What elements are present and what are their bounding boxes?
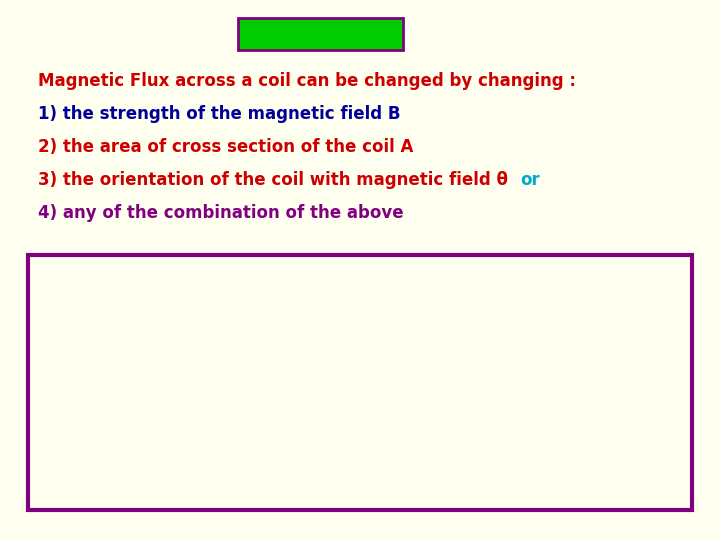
Text: 1 maxwell = 10: 1 maxwell = 10	[58, 368, 196, 383]
Text: ).: ).	[573, 304, 586, 319]
Text: SI unit of magnetic flux is: SI unit of magnetic flux is	[58, 304, 297, 319]
Text: or: or	[160, 432, 179, 447]
Text: or: or	[520, 171, 540, 189]
Text: .: .	[295, 25, 315, 43]
Text: Magnetic flux (associated normally) per unit area is called Magnetic: Magnetic flux (associated normally) per …	[58, 400, 675, 415]
Text: scalar: scalar	[211, 272, 265, 287]
Text: *: *	[38, 336, 46, 351]
Text: *: *	[38, 400, 46, 415]
Text: *: *	[38, 304, 46, 319]
Text: cos: cos	[333, 25, 379, 43]
Text: weber: weber	[270, 304, 326, 319]
Text: 2: 2	[432, 299, 440, 309]
Text: Magnetic flux is a: Magnetic flux is a	[58, 272, 224, 287]
Text: 2: 2	[566, 299, 574, 309]
Text: Strength of Magnetic Field: Strength of Magnetic Field	[181, 432, 436, 447]
Text: 1) the strength of the magnetic field B: 1) the strength of the magnetic field B	[38, 105, 400, 123]
FancyBboxPatch shape	[238, 18, 403, 50]
Text: =: =	[258, 25, 285, 43]
Text: *: *	[38, 368, 46, 383]
Text: 3) the orientation of the coil with magnetic field θ: 3) the orientation of the coil with magn…	[38, 171, 514, 189]
Text: -8: -8	[188, 363, 200, 373]
Text: Magnetic Induction (B).: Magnetic Induction (B).	[397, 432, 616, 447]
Text: or: or	[376, 432, 395, 447]
Text: Φ: Φ	[248, 25, 264, 43]
Text: B: B	[286, 25, 300, 43]
Text: A: A	[324, 25, 338, 43]
FancyBboxPatch shape	[28, 255, 692, 510]
Text: maxwell.: maxwell.	[272, 336, 353, 351]
Text: or tesla-metre: or tesla-metre	[315, 304, 451, 319]
Text: *: *	[38, 272, 46, 287]
Text: quantity.: quantity.	[265, 272, 346, 287]
Text: or ( wb or Tm: or ( wb or Tm	[440, 304, 578, 319]
Text: 2) the area of cross section of the coil A: 2) the area of cross section of the coil…	[38, 138, 413, 156]
Text: Flux Density: Flux Density	[58, 432, 176, 447]
Text: weber: weber	[204, 368, 266, 383]
Text: cgs unit of magnetic flux is: cgs unit of magnetic flux is	[58, 336, 310, 351]
Text: θ: θ	[381, 25, 393, 43]
Text: 4) any of the combination of the above: 4) any of the combination of the above	[38, 204, 404, 222]
Text: Magnetic Flux across a coil can be changed by changing :: Magnetic Flux across a coil can be chang…	[38, 72, 576, 90]
